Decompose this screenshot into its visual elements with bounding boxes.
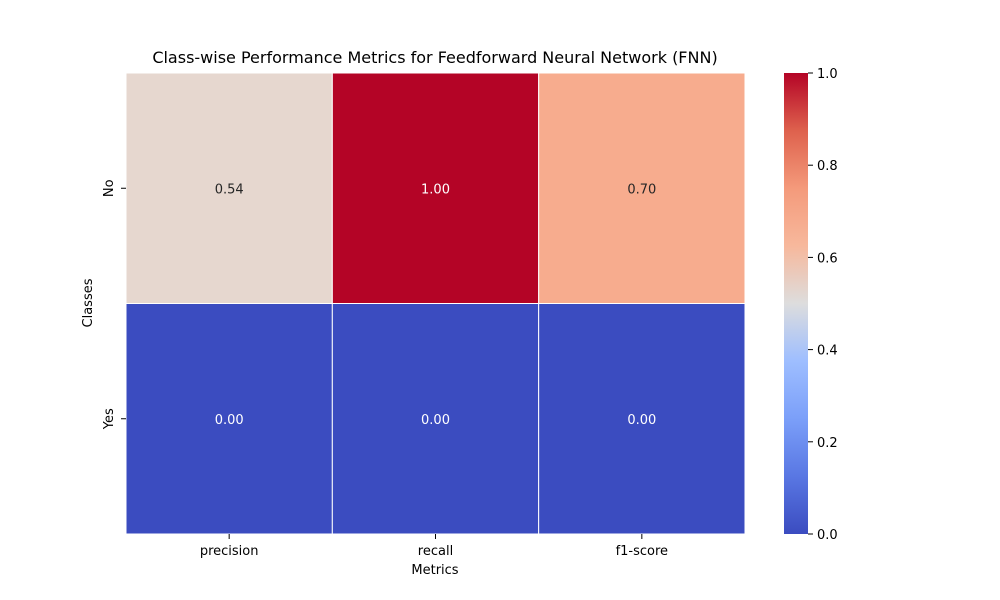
y-axis-label: Classes [81, 278, 96, 327]
x-tick-label: precision [200, 544, 259, 559]
x-axis-label: Metrics [411, 563, 458, 578]
colorbar-tick-label: 0.4 [817, 344, 838, 359]
cell-value-label: 1.00 [421, 182, 450, 197]
y-tick-label: Yes [102, 408, 117, 430]
y-tick-label: No [102, 179, 117, 197]
cell-value-label: 0.00 [215, 413, 244, 428]
x-axis: precision recall f1-score [200, 534, 668, 559]
heatmap-cell-no-f1-score [538, 72, 746, 304]
heatmap-cell-yes-recall [331, 303, 540, 535]
cell-value-label: 0.54 [215, 182, 244, 197]
colorbar-tick-label: 0.8 [817, 159, 838, 174]
x-tick-label: recall [418, 544, 453, 559]
heatmap-cells: 0.54 1.00 0.70 0.00 0.00 0.00 [125, 72, 746, 535]
chart-title: Class-wise Performance Metrics for Feedf… [152, 48, 717, 67]
colorbar-tick-label: 1.0 [817, 67, 838, 82]
cell-value-label: 0.70 [627, 182, 656, 197]
heatmap-cell-yes-precision [125, 303, 333, 535]
heatmap-cell-no-precision [125, 72, 333, 304]
heatmap-cell-no-recall [331, 72, 540, 304]
cell-value-label: 0.00 [421, 413, 450, 428]
colorbar-tick-label: 0.0 [817, 528, 838, 543]
y-axis: No Yes [102, 179, 126, 430]
colorbar-gradient [784, 73, 808, 534]
heatmap-cell-yes-f1-score [538, 303, 746, 535]
colorbar-tick-label: 0.2 [817, 436, 838, 451]
cell-value-label: 0.00 [627, 413, 656, 428]
colorbar: 0.0 0.2 0.4 0.6 0.8 1.0 [784, 67, 838, 543]
colorbar-tick-label: 0.6 [817, 251, 838, 266]
x-tick-label: f1-score [616, 544, 668, 559]
